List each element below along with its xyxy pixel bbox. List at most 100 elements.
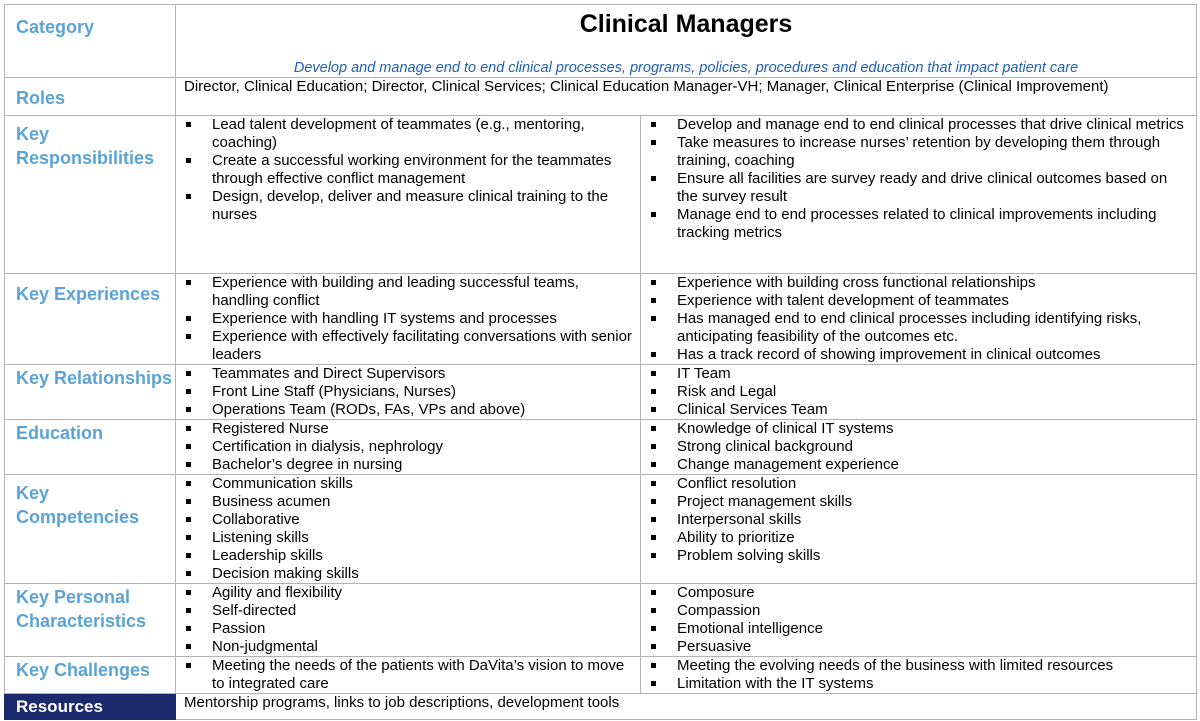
bullet-icon bbox=[651, 590, 656, 595]
bullet-icon bbox=[651, 626, 656, 631]
key-competencies-label: Key Competencies bbox=[16, 483, 140, 527]
key-challenges-label: Key Challenges bbox=[16, 660, 151, 680]
list-item-text: Experience with effectively facilitating… bbox=[212, 328, 632, 363]
bullet-icon bbox=[186, 316, 191, 321]
list-item-text: Front Line Staff (Physicians, Nurses) bbox=[212, 383, 456, 400]
key-personal-characteristics-left-list: Agility and flexibility Self-directed Pass… bbox=[176, 584, 640, 656]
key-challenges-label-cell: Key Challenges bbox=[4, 656, 176, 694]
list-item: Meeting the needs of the patients with D… bbox=[176, 657, 634, 693]
list-item-text: Communication skills bbox=[212, 475, 353, 492]
bullet-icon bbox=[651, 371, 656, 376]
bullet-icon bbox=[651, 517, 656, 522]
bullet-icon bbox=[186, 517, 191, 522]
header-row: Category Clinical Managers Develop and m… bbox=[4, 4, 1197, 78]
list-item: Communication skills bbox=[176, 475, 634, 493]
list-item-text: Change management experience bbox=[677, 456, 899, 473]
roles-text: Director, Clinical Education; Director, … bbox=[184, 78, 1109, 95]
list-item-text: Composure bbox=[677, 584, 755, 601]
bullet-icon bbox=[186, 626, 191, 631]
key-competencies-left-list: Communication skills Business acumen Colla… bbox=[176, 475, 640, 583]
key-challenges-right-cell: Meeting the evolving needs of the busine… bbox=[640, 656, 1197, 694]
bullet-icon bbox=[651, 663, 656, 668]
key-relationships-label-cell: Key Relationships bbox=[4, 364, 176, 420]
bullet-icon bbox=[651, 298, 656, 303]
bullet-icon bbox=[186, 371, 191, 376]
clinical-managers-table: Category Clinical Managers Develop and m… bbox=[4, 4, 1197, 720]
bullet-icon bbox=[651, 212, 656, 217]
bullet-icon bbox=[186, 571, 191, 576]
list-item-text: Operations Team (RODs, FAs, VPs and abov… bbox=[212, 401, 526, 418]
list-item: Risk and Legal bbox=[641, 383, 1190, 401]
bullet-icon bbox=[651, 644, 656, 649]
bullet-icon bbox=[186, 462, 191, 467]
resources-label-cell: Resources bbox=[4, 693, 176, 720]
list-item-text: Ability to prioritize bbox=[677, 529, 795, 546]
list-item: Interpersonal skills bbox=[641, 511, 1190, 529]
list-item: Decision making skills bbox=[176, 565, 634, 583]
list-item-text: Clinical Services Team bbox=[677, 401, 828, 418]
list-item-text: Limitation with the IT systems bbox=[677, 675, 874, 692]
education-row: Education Registered Nurse Certification i… bbox=[4, 419, 1197, 475]
key-responsibilities-left-list: Lead talent development of teammates (e.… bbox=[176, 116, 640, 224]
list-item: Change management experience bbox=[641, 456, 1190, 474]
list-item: Ensure all facilities are survey ready a… bbox=[641, 170, 1190, 206]
list-item: Ability to prioritize bbox=[641, 529, 1190, 547]
list-item: Agility and flexibility bbox=[176, 584, 634, 602]
list-item: Passion bbox=[176, 620, 634, 638]
list-item: Problem solving skills bbox=[641, 547, 1190, 565]
list-item: Self-directed bbox=[176, 602, 634, 620]
key-challenges-left-cell: Meeting the needs of the patients with D… bbox=[175, 656, 641, 694]
list-item: Design, develop, deliver and measure cli… bbox=[176, 188, 634, 224]
list-item-text: Ensure all facilities are survey ready a… bbox=[677, 170, 1168, 205]
bullet-icon bbox=[186, 426, 191, 431]
list-item: Has managed end to end clinical processe… bbox=[641, 310, 1190, 346]
key-experiences-label: Key Experiences bbox=[16, 284, 161, 304]
key-experiences-left-list: Experience with building and leading suc… bbox=[176, 274, 640, 364]
list-item: Certification in dialysis, nephrology bbox=[176, 438, 634, 456]
resources-row: Resources Mentorship programs, links to j… bbox=[4, 693, 1197, 720]
key-experiences-left-cell: Experience with building and leading suc… bbox=[175, 273, 641, 365]
key-experiences-right-list: Experience with building cross functiona… bbox=[641, 274, 1196, 364]
key-responsibilities-label-cell: Key Responsibilities bbox=[4, 115, 176, 274]
list-item: Experience with handling IT systems and … bbox=[176, 310, 634, 328]
bullet-icon bbox=[186, 663, 191, 668]
list-item: Lead talent development of teammates (e.… bbox=[176, 116, 634, 152]
education-label: Education bbox=[16, 423, 104, 443]
list-item: Experience with effectively facilitating… bbox=[176, 328, 634, 364]
bullet-icon bbox=[186, 407, 191, 412]
education-right-list: Knowledge of clinical IT systems Strong c… bbox=[641, 420, 1196, 474]
education-left-cell: Registered Nurse Certification in dialysi… bbox=[175, 419, 641, 475]
category-label: Category bbox=[16, 17, 95, 37]
key-personal-characteristics-label-cell: Key Personal Characteristics bbox=[4, 583, 176, 657]
page-title: Clinical Managers bbox=[579, 10, 793, 38]
list-item-text: Design, develop, deliver and measure cli… bbox=[212, 188, 609, 223]
list-item-text: Emotional intelligence bbox=[677, 620, 823, 637]
list-item: Create a successful working environment … bbox=[176, 152, 634, 188]
key-competencies-label-cell: Key Competencies bbox=[4, 474, 176, 584]
resources-text-cell: Mentorship programs, links to job descri… bbox=[175, 693, 1197, 720]
list-item: Business acumen bbox=[176, 493, 634, 511]
key-experiences-right-cell: Experience with building cross functiona… bbox=[640, 273, 1197, 365]
bullet-icon bbox=[651, 426, 656, 431]
bullet-icon bbox=[651, 608, 656, 613]
list-item-text: Experience with building and leading suc… bbox=[212, 274, 579, 309]
list-item: Take measures to increase nurses’ retent… bbox=[641, 134, 1190, 170]
key-challenges-row: Key Challenges Meeting the needs of the p… bbox=[4, 656, 1197, 694]
list-item-text: Compassion bbox=[677, 602, 761, 619]
list-item: Develop and manage end to end clinical p… bbox=[641, 116, 1190, 134]
key-responsibilities-label: Key Responsibilities bbox=[16, 124, 155, 168]
bullet-icon bbox=[186, 122, 191, 127]
key-responsibilities-right-cell: Develop and manage end to end clinical p… bbox=[640, 115, 1197, 274]
list-item-text: Experience with building cross functiona… bbox=[677, 274, 1036, 291]
list-item: Has a track record of showing improvemen… bbox=[641, 346, 1190, 364]
bullet-icon bbox=[186, 590, 191, 595]
roles-row: Roles Director, Clinical Education; Dire… bbox=[4, 77, 1197, 116]
list-item: Strong clinical background bbox=[641, 438, 1190, 456]
list-item-text: Knowledge of clinical IT systems bbox=[677, 420, 894, 437]
list-item: Manage end to end processes related to c… bbox=[641, 206, 1190, 242]
bullet-icon bbox=[651, 140, 656, 145]
key-competencies-right-cell: Conflict resolution Project management sk… bbox=[640, 474, 1197, 584]
bullet-icon bbox=[651, 280, 656, 285]
key-relationships-label: Key Relationships bbox=[16, 368, 173, 388]
list-item: Teammates and Direct Supervisors bbox=[176, 365, 634, 383]
